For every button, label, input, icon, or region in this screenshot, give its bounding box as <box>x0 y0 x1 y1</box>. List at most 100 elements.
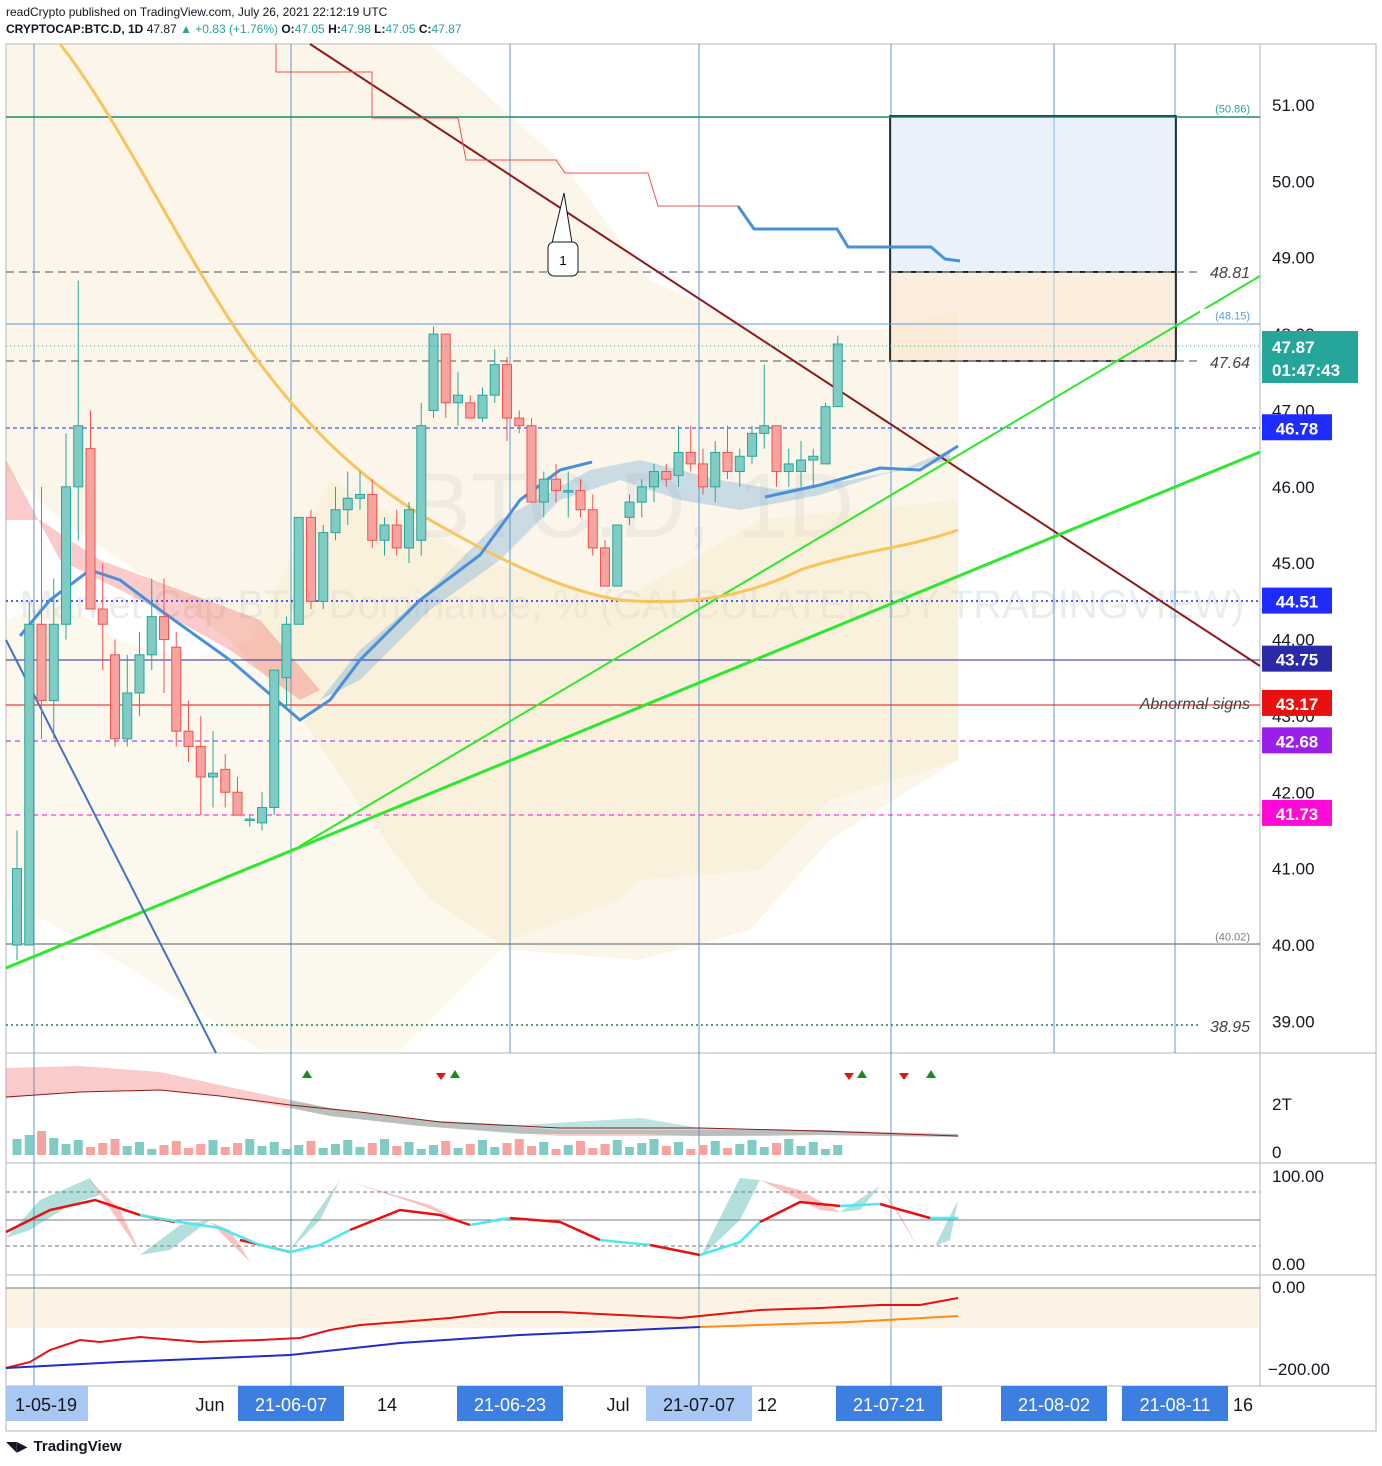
candle-body <box>208 772 218 778</box>
candle-body <box>355 493 365 499</box>
time-badge <box>6 1386 88 1421</box>
volume-bar <box>343 1140 353 1155</box>
candle-body <box>624 501 635 518</box>
candle-body <box>48 623 59 702</box>
dashed-label-48-81: 48.81 <box>1210 265 1250 282</box>
volume-bar <box>122 1146 132 1155</box>
volume-bar <box>294 1145 304 1155</box>
volume-bar <box>637 1143 647 1155</box>
candle-body <box>661 471 672 480</box>
candle-body <box>649 471 659 488</box>
volume-bar <box>563 1145 573 1155</box>
candle-body <box>330 509 341 534</box>
candle-body <box>134 654 145 694</box>
candle-body <box>600 547 610 587</box>
volume-bar <box>73 1140 83 1155</box>
candle-body <box>232 791 243 816</box>
open-value: 47.05 <box>294 22 325 36</box>
volume-ma-green <box>290 1100 958 1137</box>
annotation-abnormal-signs[interactable]: Abnormal signs <box>1139 696 1250 713</box>
candle-body <box>685 451 696 465</box>
volume-bar <box>171 1141 181 1155</box>
candle-body <box>477 394 488 419</box>
volume-bar <box>24 1135 34 1155</box>
candle-body <box>698 463 708 488</box>
candle-body <box>673 451 684 476</box>
candle-body <box>97 608 108 625</box>
price-axis-label: 51.00 <box>1272 96 1315 115</box>
volume-bar <box>710 1141 720 1155</box>
candle-body <box>159 616 169 641</box>
volume-bar <box>490 1147 500 1155</box>
volume-bar <box>49 1138 59 1155</box>
volume-bar <box>465 1144 475 1155</box>
time-badge <box>238 1386 344 1421</box>
price-axis-label: 49.00 <box>1272 249 1315 268</box>
open-label: O: <box>281 22 295 36</box>
price-badge-text: 42.68 <box>1276 732 1319 751</box>
volume-bar <box>612 1140 622 1155</box>
uptrend-line-1[interactable] <box>299 275 1261 847</box>
candle-body <box>404 509 414 549</box>
candle-body <box>195 745 206 778</box>
uptrend-line-2[interactable] <box>5 450 1261 970</box>
candle-body <box>771 425 782 473</box>
time-label: 12 <box>757 1395 777 1415</box>
osc-axis-100: 100.00 <box>1272 1167 1324 1186</box>
volume-bar <box>135 1142 144 1155</box>
volume-bar <box>416 1149 426 1155</box>
close-label: C: <box>418 22 432 36</box>
volume-bar <box>380 1139 389 1155</box>
entry-box[interactable] <box>889 271 1177 362</box>
downtrend-line[interactable] <box>309 43 1261 667</box>
price-badges: 46.78 44.51 43.75 43.17 42.68 41.73 <box>1262 414 1332 826</box>
candle-body <box>783 463 794 473</box>
volume-bars <box>12 1131 843 1155</box>
candle-body <box>367 493 378 541</box>
volume-bar <box>784 1139 794 1155</box>
symbol-ohlc-line: CRYPTOCAP:BTC.D, 1D 47.87 ▲ +0.83 (+1.76… <box>6 22 462 36</box>
volume-bar <box>551 1149 561 1155</box>
time-label: 16 <box>1233 1395 1253 1415</box>
price-badge <box>1262 689 1332 716</box>
blue-band <box>320 450 950 700</box>
symbol-label[interactable]: CRYPTOCAP:BTC.D, 1D <box>6 22 144 36</box>
volume-bar <box>502 1143 512 1155</box>
candle-body <box>440 333 451 404</box>
dashed-label-47-64: 47.64 <box>1210 355 1250 372</box>
price-axis-label: 50.00 <box>1272 172 1315 191</box>
volume-bar <box>772 1143 781 1155</box>
volume-bar <box>747 1140 757 1155</box>
candle-body <box>502 364 512 419</box>
volume-bar <box>735 1144 745 1155</box>
volume-bar <box>686 1149 696 1155</box>
volume-bar <box>318 1148 328 1155</box>
time-badge <box>1122 1386 1228 1421</box>
volume-bar <box>86 1147 95 1155</box>
price-chart[interactable]: BTC.D, 1D Market Cap BTC Dominance, % (C… <box>0 0 1382 1432</box>
callout-box[interactable] <box>547 241 579 277</box>
volume-bar <box>220 1147 230 1155</box>
volume-bar <box>282 1149 291 1155</box>
dashed-label-38-95: 38.95 <box>1210 1019 1250 1036</box>
high-value: 47.98 <box>340 22 371 36</box>
candle-body <box>428 333 439 411</box>
price-badge-text: 46.78 <box>1276 419 1319 438</box>
vertical-markers <box>33 44 1176 1386</box>
osc-green-fill <box>6 1178 958 1258</box>
volume-axis-2t: 2T <box>1272 1095 1292 1114</box>
line-tag-bg <box>1200 308 1256 323</box>
volume-ma-band <box>6 1066 958 1137</box>
line-tag-bg <box>1200 929 1256 944</box>
volume-bar <box>808 1142 818 1155</box>
volume-bar <box>429 1145 438 1155</box>
volume-bar <box>576 1141 585 1155</box>
volume-bar <box>196 1144 206 1155</box>
tradingview-footer[interactable]: ◥▶ TradingView <box>6 1438 122 1455</box>
orange-ma <box>58 43 959 604</box>
volume-bar <box>821 1149 830 1155</box>
lower-band <box>6 1288 1260 1328</box>
candle-body <box>489 364 500 396</box>
current-price-value: 47.87 <box>1272 338 1315 357</box>
candle-body <box>551 478 561 492</box>
